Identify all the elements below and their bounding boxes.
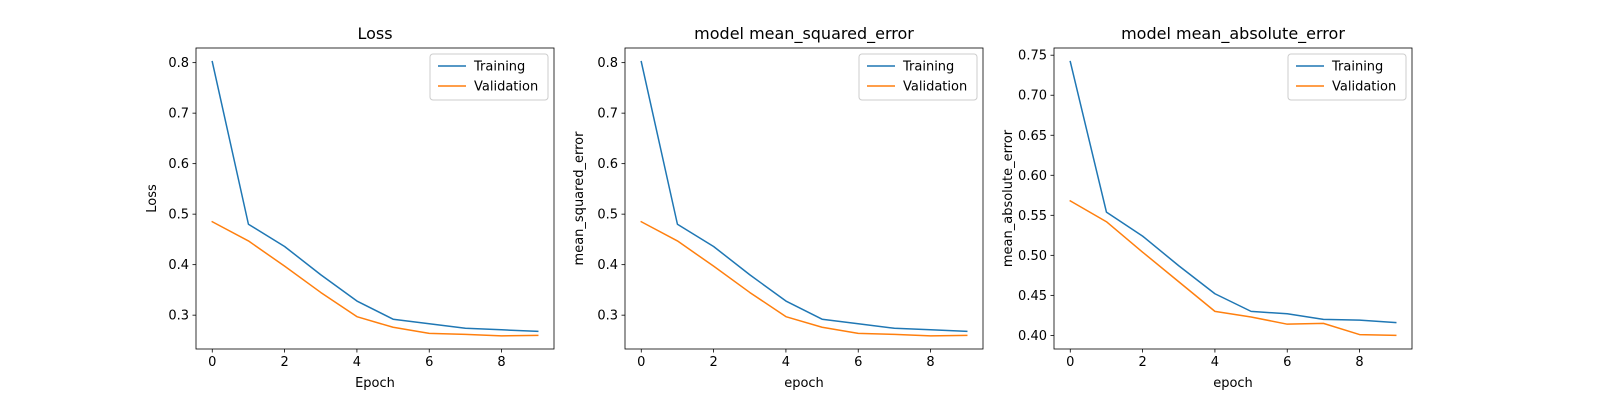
x-tick-label: 0	[637, 355, 645, 370]
subplot-1: 0 2 4 6 8 0.3 0.4 0.5 0.6 0.7 0.8 Loss Epoch Loss Trai…	[145, 24, 555, 391]
y-tick-label: 0.50	[1018, 249, 1047, 264]
y-tick-label: 0.6	[597, 157, 618, 172]
chart-title: Loss	[357, 24, 392, 43]
x-tick-label: 0	[1066, 355, 1074, 370]
x-tick-label: 2	[709, 355, 717, 370]
x-tick-label: 4	[782, 355, 790, 370]
axes-frame	[1053, 47, 1413, 350]
subplot-3: 0 2 4 6 8 0.40 0.45 0.50 0.55 0.60 0.65 0.70 0.75 mod…	[1001, 24, 1413, 391]
y-tick-label: 0.5	[597, 208, 618, 223]
series-line-validation	[1069, 199, 1397, 337]
y-axis-label: Loss	[145, 184, 160, 213]
y-tick-label: 0.55	[1018, 209, 1047, 224]
legend-label-validation: Validation	[474, 80, 538, 95]
y-tick-label: 0.3	[168, 309, 189, 324]
series-line-validation	[640, 220, 968, 337]
y-tick-label: 0.5	[168, 208, 189, 223]
y-tick-label: 0.7	[597, 107, 618, 122]
legend-label-training: Training	[902, 60, 954, 75]
x-axis-label: epoch	[784, 376, 824, 391]
series-line-training	[1069, 60, 1397, 324]
x-tick-label: 6	[1283, 355, 1291, 370]
y-tick-label: 0.60	[1018, 169, 1047, 184]
legend-label-validation: Validation	[1332, 80, 1396, 95]
chart-title: model mean_absolute_error	[1121, 24, 1345, 44]
y-tick-label: 0.4	[168, 258, 189, 273]
x-tick-label: 2	[280, 355, 288, 370]
x-axis-label: Epoch	[355, 376, 395, 391]
y-tick-label: 0.65	[1018, 129, 1047, 144]
x-tick-label: 8	[1355, 355, 1363, 370]
x-tick-label: 4	[1211, 355, 1219, 370]
y-tick-label: 0.8	[168, 56, 189, 71]
legend-label-training: Training	[1331, 60, 1383, 75]
series-line-training	[211, 60, 539, 333]
y-axis-label: mean_squared_error	[572, 131, 587, 266]
y-tick-label: 0.3	[597, 309, 618, 324]
y-axis-label: mean_absolute_error	[1001, 129, 1016, 267]
axes-frame	[195, 47, 555, 350]
x-tick-label: 4	[353, 355, 361, 370]
y-tick-label: 0.40	[1018, 329, 1047, 344]
x-tick-label: 8	[926, 355, 934, 370]
y-tick-label: 0.45	[1018, 289, 1047, 304]
chart-title: model mean_squared_error	[694, 24, 914, 44]
y-tick-label: 0.6	[168, 157, 189, 172]
legend: Training Validation	[858, 53, 978, 101]
subplot-2: 0 2 4 6 8 0.3 0.4 0.5 0.6 0.7 0.8 model mean_square…	[572, 24, 984, 391]
x-tick-label: 8	[497, 355, 505, 370]
y-tick-label: 0.75	[1018, 49, 1047, 64]
legend-label-training: Training	[473, 60, 525, 75]
y-tick-label: 0.70	[1018, 89, 1047, 104]
x-tick-label: 6	[425, 355, 433, 370]
axes-frame	[624, 47, 984, 350]
legend: Training Validation	[429, 53, 549, 101]
y-tick-label: 0.8	[597, 56, 618, 71]
y-tick-label: 0.4	[597, 258, 618, 273]
x-tick-label: 6	[854, 355, 862, 370]
series-line-training	[640, 60, 968, 333]
x-tick-label: 0	[208, 355, 216, 370]
series-line-validation	[211, 220, 539, 337]
legend: Training Validation	[1287, 53, 1407, 101]
x-axis-label: epoch	[1213, 376, 1253, 391]
legend-label-validation: Validation	[903, 80, 967, 95]
y-tick-label: 0.7	[168, 107, 189, 122]
x-tick-label: 2	[1138, 355, 1146, 370]
